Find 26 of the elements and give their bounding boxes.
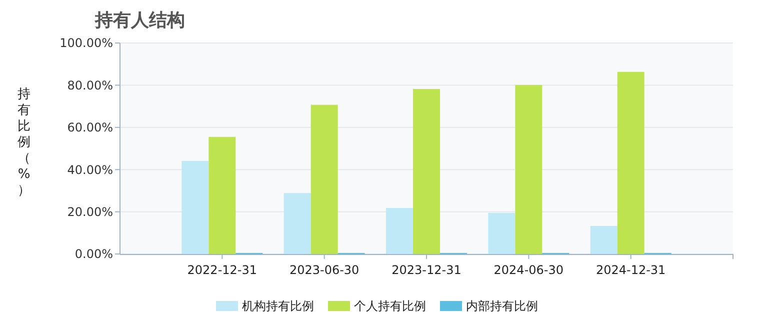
- y-axis-title: 持有比例（%）: [18, 87, 30, 198]
- bar: [386, 208, 413, 254]
- bar: [590, 226, 618, 254]
- legend-label: 个人持有比例: [354, 299, 426, 313]
- bar: [515, 84, 542, 254]
- x-tick-label: 2023-12-31: [392, 263, 462, 277]
- bar: [284, 193, 311, 254]
- x-tick-label: 2023-06-30: [289, 263, 360, 277]
- y-tick-label: 20.00%: [67, 205, 113, 219]
- legend-label: 机构持有比例: [242, 299, 314, 313]
- y-tick-label: 40.00%: [67, 162, 113, 177]
- bar: [413, 89, 440, 254]
- x-tick-label: 2024-06-30: [494, 263, 564, 277]
- bar: [488, 212, 516, 254]
- bar: [182, 160, 209, 254]
- y-tick-label: 100.00%: [60, 36, 113, 50]
- y-tick-label: 60.00%: [67, 120, 113, 135]
- legend-label: 内部持有比例: [466, 299, 538, 313]
- x-tick-label: 2022-12-31: [187, 263, 258, 277]
- x-tick-label: 2024-12-31: [596, 263, 666, 277]
- chart-title: 持有人结构: [94, 10, 185, 31]
- bar: [208, 136, 236, 254]
- bar: [310, 104, 338, 254]
- bar: [617, 72, 644, 254]
- y-tick-label: 0.00%: [74, 247, 113, 262]
- y-tick-label: 80.00%: [67, 78, 113, 92]
